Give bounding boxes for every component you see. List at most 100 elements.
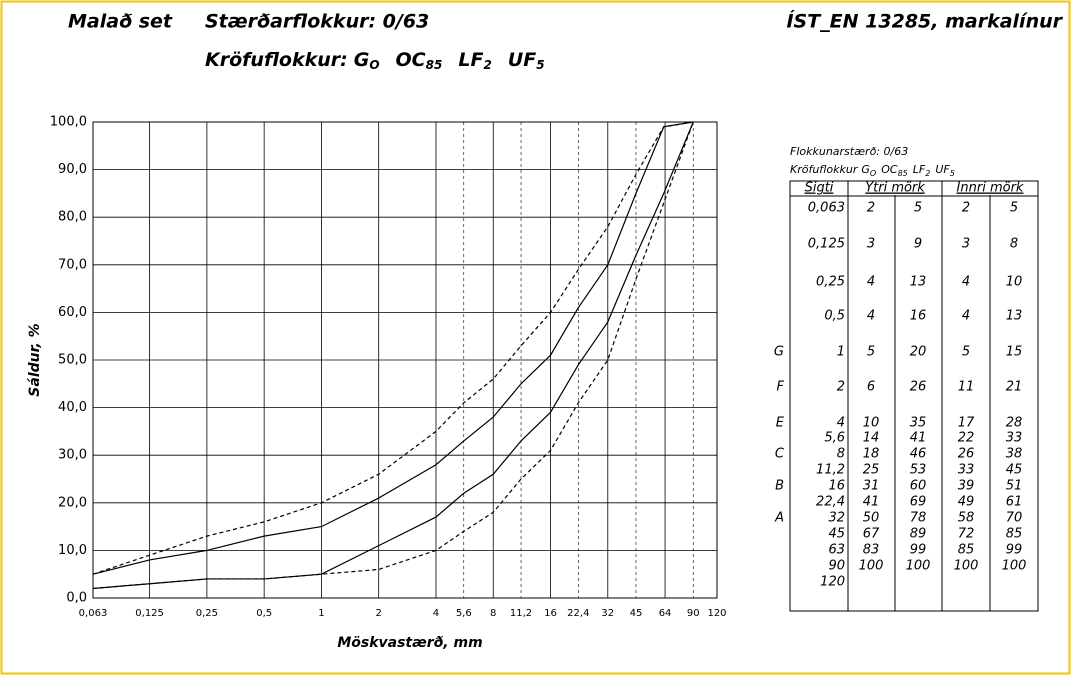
size-class: Stærðarflokkur: 0/63 [205,11,429,33]
plot-frame [92,121,718,599]
y-tick-label: 80,0 [58,210,87,225]
table-cell: 2 [962,201,970,216]
y-tick-label: 20,0 [58,495,87,510]
table-cell: 11,2 [816,463,845,478]
table-cell: 99 [1006,543,1023,558]
x-tick-label: 0,125 [135,608,164,619]
req-code: UF [508,49,536,71]
table-cell: 33 [1006,431,1023,446]
table-cell: 0,063 [808,201,845,216]
grading-line [92,121,694,590]
x-tick-label: 1 [318,608,324,619]
table-cell: 3 [867,237,875,252]
x-tick-label: 0,25 [196,608,218,619]
table-cell: 6 [867,380,875,395]
table-cell: 72 [958,527,975,542]
table-cell: 39 [958,479,975,494]
y-tick-label: 40,0 [58,400,87,415]
table-cell: 4 [962,309,970,324]
req-code: OC [396,49,426,71]
table-cell: 22,4 [816,495,845,510]
x-tick-label: 90 [687,608,700,619]
table-cell: 13 [910,275,927,290]
req-sub: 5 [536,58,544,72]
table-cell: 22 [958,431,975,446]
y-tick-label: 70,0 [58,257,87,272]
table-cell: 45 [828,527,845,542]
table-cell: 69 [910,495,927,510]
x-tick-label: 11,2 [510,608,532,619]
req-sub: 5 [950,169,955,178]
table-header: Innri mörk [957,181,1024,196]
table-border [789,180,1039,612]
y-axis-label: Sáldur, % [27,323,43,396]
table-header: Ytri mörk [865,181,925,196]
table-cell: 100 [859,559,884,574]
x-tick-label: 45 [630,608,643,619]
table-cell: 60 [910,479,927,494]
y-tick-label: 60,0 [58,305,87,320]
table-cell: 16 [828,479,845,494]
req-sub: O [369,58,379,72]
table-cell: 13 [1006,309,1023,324]
req-code: LF [458,49,483,71]
table-cell: 8 [1010,237,1018,252]
table-cell: 28 [1006,416,1023,431]
table-cell: 17 [958,416,975,431]
table-cell: 16 [910,309,927,324]
table-cell: 25 [863,463,880,478]
req-code: OC [881,163,898,176]
table-cell: 5 [914,201,922,216]
table-cell: 45 [1006,463,1023,478]
table-cell: 61 [1006,495,1023,510]
req-code: LF [913,163,926,176]
x-tick-label: 16 [544,608,557,619]
table-cell: 35 [910,416,927,431]
table-cell: 10 [863,416,880,431]
table-cell: 85 [958,543,975,558]
y-tick-label: 50,0 [58,353,87,368]
table-cell: 100 [906,559,931,574]
table-cell: 4 [867,275,875,290]
grading-line [92,121,694,575]
table-cell: 41 [863,495,880,510]
table-cell: 53 [910,463,927,478]
requirement: Kröfuflokkur:GO​OC85​LF2​UF5​ [205,49,545,72]
table-cell: 31 [863,479,880,494]
table-cell: 63 [828,543,845,558]
table-cell: 11 [958,380,975,395]
table-cell: 4 [867,309,875,324]
x-tick-label: 5,6 [456,608,472,619]
table-cell: 15 [1006,345,1023,360]
y-tick-label: 10,0 [58,543,87,558]
row-class: G [774,345,784,360]
table-cell: 5 [867,345,875,360]
table-cell: 26 [910,380,927,395]
standard: ÍST_EN 13285, markalínur [786,10,1063,33]
req-code: UF [935,163,950,176]
table-cell: 83 [863,543,880,558]
table-cell: 10 [1006,275,1023,290]
table-cell: 5,6 [824,431,845,446]
y-tick-label: 90,0 [58,162,87,177]
req-sub: O [870,169,876,178]
table-cell: 2 [837,380,845,395]
table-cell: 46 [910,447,927,462]
req-code: G [354,49,370,71]
table-cell: 14 [863,431,880,446]
x-tick-label: 4 [433,608,439,619]
table-header: Sigti [805,181,834,196]
x-tick-label: 22,4 [567,608,589,619]
req-label: Kröfuflokkur: [205,49,348,71]
row-class: C [775,447,785,462]
table-cell: 0,5 [824,309,845,324]
req-sub: 85 [426,58,443,72]
table-cell: 3 [962,237,970,252]
x-tick-label: 32 [601,608,614,619]
table-cell: 85 [1006,527,1023,542]
table-cell: 4 [962,275,970,290]
table-cell: 99 [910,543,927,558]
table-cell: 1 [837,345,845,360]
table-cell: 5 [1010,201,1018,216]
